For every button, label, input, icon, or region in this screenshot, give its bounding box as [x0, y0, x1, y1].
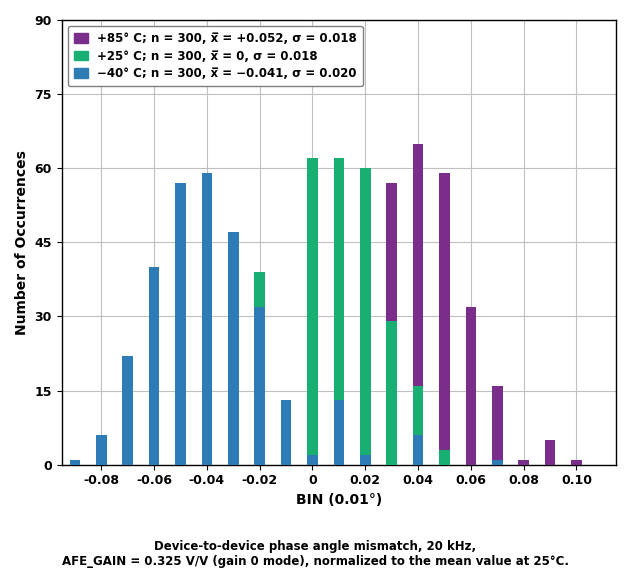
- Bar: [413, 386, 423, 465]
- X-axis label: BIN (0.01°): BIN (0.01°): [296, 493, 382, 507]
- Bar: [307, 158, 318, 465]
- Bar: [492, 460, 502, 465]
- Bar: [571, 460, 582, 465]
- Bar: [149, 267, 160, 465]
- Bar: [281, 400, 292, 465]
- Bar: [228, 396, 239, 465]
- Bar: [386, 183, 397, 465]
- Bar: [518, 460, 529, 465]
- Bar: [386, 321, 397, 465]
- Bar: [69, 460, 80, 465]
- Bar: [360, 455, 370, 465]
- Bar: [334, 400, 344, 465]
- Bar: [545, 440, 555, 465]
- Bar: [439, 173, 450, 465]
- Bar: [492, 386, 502, 465]
- Bar: [202, 173, 212, 465]
- Bar: [439, 450, 450, 465]
- Bar: [96, 435, 107, 465]
- Bar: [307, 455, 318, 465]
- Bar: [254, 307, 265, 465]
- Text: Device-to-device phase angle mismatch, 20 kHz,
AFE_GAIN = 0.325 V/V (gain 0 mode: Device-to-device phase angle mismatch, 2…: [62, 541, 569, 568]
- Bar: [360, 168, 370, 465]
- Bar: [254, 272, 265, 465]
- Bar: [228, 233, 239, 465]
- Bar: [202, 440, 212, 465]
- Bar: [466, 307, 476, 465]
- Bar: [413, 435, 423, 465]
- Bar: [122, 356, 133, 465]
- Bar: [334, 158, 344, 465]
- Bar: [334, 396, 344, 465]
- Y-axis label: Number of Occurrences: Number of Occurrences: [15, 150, 29, 335]
- Bar: [360, 292, 370, 465]
- Legend: +85° C; n = 300, x̅ = +0.052, σ = 0.018, +25° C; n = 300, x̅ = 0, σ = 0.018, −40: +85° C; n = 300, x̅ = +0.052, σ = 0.018,…: [68, 26, 363, 86]
- Bar: [281, 400, 292, 465]
- Bar: [413, 143, 423, 465]
- Bar: [175, 183, 186, 465]
